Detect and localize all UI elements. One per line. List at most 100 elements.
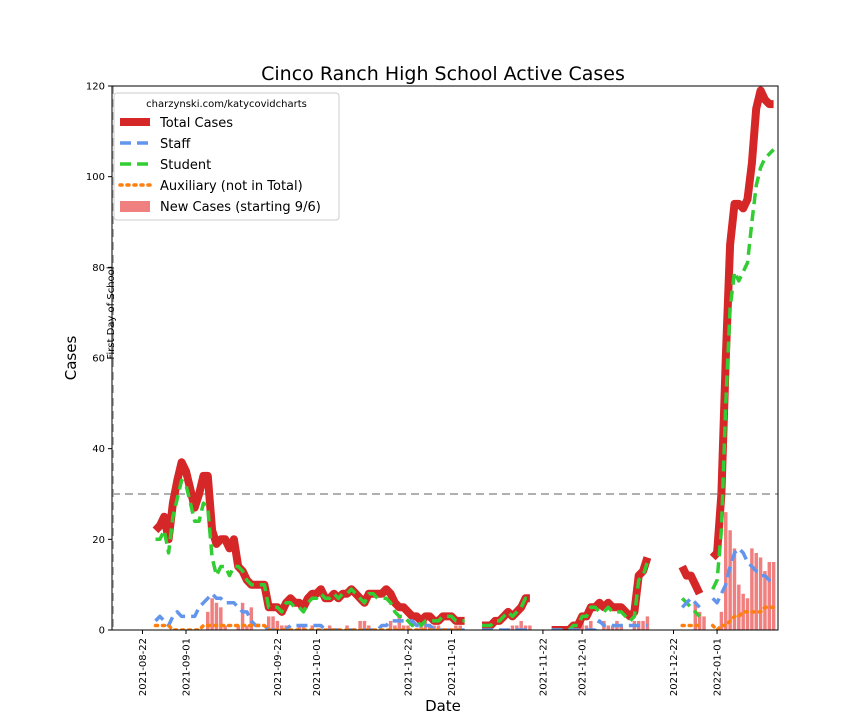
- x-tick-label: 2021-09-01: [182, 638, 193, 696]
- new-cases-bar: [719, 611, 724, 630]
- legend-label-staff: Staff: [160, 137, 191, 152]
- auxiliary-line: [153, 623, 467, 630]
- new-cases-bar: [327, 625, 332, 630]
- new-cases-bar: [240, 602, 245, 630]
- new-cases-bar: [345, 625, 349, 630]
- new-cases-bar: [745, 598, 750, 630]
- new-cases-bar: [206, 611, 210, 630]
- staff-line: [711, 546, 775, 605]
- new-cases-bar: [737, 584, 741, 630]
- new-cases-bar: [771, 562, 776, 630]
- x-axis-title: Date: [425, 697, 461, 715]
- new-cases-bar: [693, 602, 698, 630]
- new-cases-bar: [741, 593, 745, 630]
- x-tick-label: 2021-10-22: [404, 638, 415, 696]
- new-cases-bar: [758, 557, 763, 630]
- y-axis-title: Cases: [62, 336, 80, 381]
- new-cases-bar: [393, 625, 397, 630]
- student-series: [155, 148, 775, 630]
- new-cases-bar: [214, 602, 219, 630]
- new-cases-bar: [732, 548, 737, 630]
- new-cases-bar: [223, 625, 227, 630]
- new-cases-bar: [641, 620, 645, 630]
- x-tick-label: 2022-01-01: [713, 638, 724, 696]
- student-line: [711, 148, 775, 590]
- student-line: [482, 596, 530, 628]
- legend-label-student: Student: [160, 158, 211, 173]
- new-cases-bar: [610, 625, 615, 630]
- first-day-annotation: First Day of School: [106, 266, 117, 359]
- legend-swatch-new-cases: [120, 201, 150, 212]
- legend-label-new-cases: New Cases (starting 9/6): [160, 200, 321, 215]
- legend-title: charzynski.com/katycovidcharts: [146, 99, 307, 110]
- new-cases-bar: [619, 625, 624, 630]
- y-tick-label: 40: [92, 444, 105, 455]
- new-cases-bar: [397, 616, 402, 630]
- student-line: [551, 561, 650, 630]
- new-cases-bar: [436, 625, 441, 630]
- total-cases-line: [152, 458, 465, 625]
- staff-series: [154, 546, 775, 630]
- plot-area: 0 20 40 60 80 100 120 2021-08-22 2021-09-01 2021-…: [86, 82, 779, 696]
- legend: charzynski.com/katycovidcharts Total Case…: [113, 92, 340, 221]
- student-line: [680, 597, 701, 618]
- new-cases-bar: [754, 552, 758, 630]
- new-cases-bar: [266, 616, 271, 630]
- new-cases-bar: [297, 625, 301, 630]
- new-cases-bar: [219, 607, 223, 630]
- x-tick-label: 2021-11-01: [447, 638, 458, 696]
- student-line: [155, 478, 465, 628]
- new-cases-bar: [528, 625, 532, 630]
- new-cases-bar: [301, 625, 306, 630]
- new-cases-bar: [310, 625, 314, 630]
- y-tick-label: 120: [86, 82, 105, 93]
- total-cases-line: [551, 556, 652, 630]
- y-tick-label: 100: [86, 172, 105, 183]
- new-cases-bar: [236, 625, 240, 630]
- staff-line: [680, 596, 701, 609]
- new-cases-bar: [510, 625, 515, 630]
- legend-label-auxiliary: Auxiliary (not in Total): [160, 179, 303, 194]
- new-cases-bar: [249, 607, 254, 630]
- new-cases-bar: [358, 620, 362, 630]
- new-cases-bar: [750, 548, 754, 630]
- new-cases-bar: [454, 625, 458, 630]
- x-tick-label: 2021-12-22: [669, 638, 680, 696]
- new-cases-bar: [515, 625, 519, 630]
- new-cases-bar: [275, 620, 280, 630]
- staff-line: [551, 619, 648, 630]
- x-tick-label: 2021-09-22: [273, 638, 284, 696]
- new-cases-bar: [763, 571, 767, 630]
- new-cases-bar: [458, 625, 462, 630]
- legend-label-total-cases: Total Cases: [159, 116, 233, 131]
- y-tick-label: 20: [92, 535, 105, 546]
- new-cases-bar: [697, 611, 702, 630]
- new-cases-bar: [419, 625, 423, 630]
- new-cases-bar: [728, 530, 732, 630]
- new-cases-bar: [401, 625, 406, 630]
- auxiliary-line: [710, 605, 776, 630]
- total-cases-line: [678, 564, 704, 596]
- new-cases-bar: [589, 620, 593, 630]
- new-cases-bar: [702, 616, 706, 630]
- new-cases-bar: [210, 598, 214, 630]
- new-cases-bar: [584, 625, 589, 630]
- x-tick-label: 2021-10-01: [312, 638, 323, 696]
- new-cases-bar: [606, 625, 610, 630]
- new-cases-bar: [280, 625, 284, 630]
- x-tick-label: 2021-12-01: [578, 638, 589, 696]
- x-tick-label: 2021-11-22: [538, 638, 549, 696]
- legend-box: [113, 92, 340, 221]
- new-cases-bar: [362, 620, 367, 630]
- y-tick-label: 80: [92, 263, 105, 274]
- new-cases-bar: [367, 625, 371, 630]
- new-cases-bar: [645, 616, 650, 630]
- y-tick-label: 60: [92, 354, 105, 365]
- new-cases-bar: [523, 625, 528, 630]
- staff-line: [154, 591, 465, 630]
- new-cases-bar: [519, 620, 523, 630]
- x-tick-label: 2021-08-22: [138, 638, 149, 696]
- y-tick-label: 0: [99, 626, 105, 637]
- chart-title: Cinco Ranch High School Active Cases: [261, 63, 625, 85]
